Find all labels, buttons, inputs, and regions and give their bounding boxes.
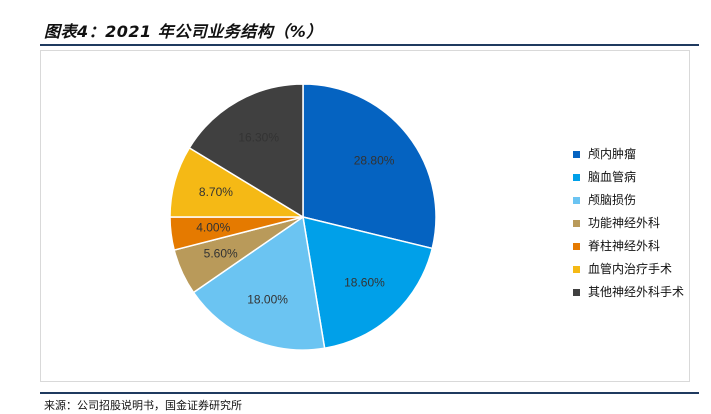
legend-label: 血管内治疗手术 [588, 262, 673, 276]
legend-item-6: 其他神经外科手术 [573, 281, 684, 304]
figure-title: 图表4：2021 年公司业务结构（%） [44, 22, 323, 41]
slice-label-4: 4.00% [196, 221, 230, 235]
legend-item-0: 颅内肿瘤 [573, 143, 684, 166]
legend-label: 脑血管病 [588, 170, 637, 184]
legend-label: 功能神经外科 [588, 216, 661, 230]
title-divider [40, 44, 699, 46]
slice-label-3: 5.60% [204, 247, 238, 261]
legend-label: 脊柱神经外科 [588, 239, 661, 253]
pie-chart: 28.80% 18.60% 18.00% 5.60% 4.00% 8.70% 16.30% [169, 83, 437, 351]
legend-swatch [573, 151, 580, 158]
legend-label: 颅内肿瘤 [588, 147, 637, 161]
slice-label-1: 18.60% [344, 275, 385, 289]
legend-label: 颅脑损伤 [588, 193, 637, 207]
legend-label: 其他神经外科手术 [588, 285, 685, 299]
slice-label-5: 8.70% [199, 185, 233, 199]
legend-swatch [573, 266, 580, 273]
legend-item-1: 脑血管病 [573, 166, 684, 189]
legend-item-5: 血管内治疗手术 [573, 258, 684, 281]
pie-slice-6 [188, 83, 304, 219]
legend-swatch [573, 220, 580, 227]
legend-item-4: 脊柱神经外科 [573, 235, 684, 258]
pie-slice-1 [302, 216, 434, 350]
legend-swatch [573, 289, 580, 296]
legend-swatch [573, 243, 580, 250]
source-note: 来源：公司招股说明书，国金证券研究所 [44, 399, 242, 412]
legend-swatch [573, 197, 580, 204]
pie-slice-0 [302, 83, 437, 250]
slice-label-0: 28.80% [354, 153, 395, 167]
slice-label-6: 16.30% [238, 130, 279, 144]
chart-frame: 28.80% 18.60% 18.00% 5.60% 4.00% 8.70% 16.30% … [40, 50, 690, 382]
slice-label-2: 18.00% [247, 292, 288, 306]
pie-slice-2 [192, 215, 326, 351]
legend-item-2: 颅脑损伤 [573, 189, 684, 212]
legend-item-3: 功能神经外科 [573, 212, 684, 235]
chart-legend: 颅内肿瘤脑血管病颅脑损伤功能神经外科 脊柱神经外科 血管内治疗手术 其他神经外科手术 [573, 143, 684, 304]
source-divider [40, 392, 699, 394]
legend-swatch [573, 174, 580, 181]
